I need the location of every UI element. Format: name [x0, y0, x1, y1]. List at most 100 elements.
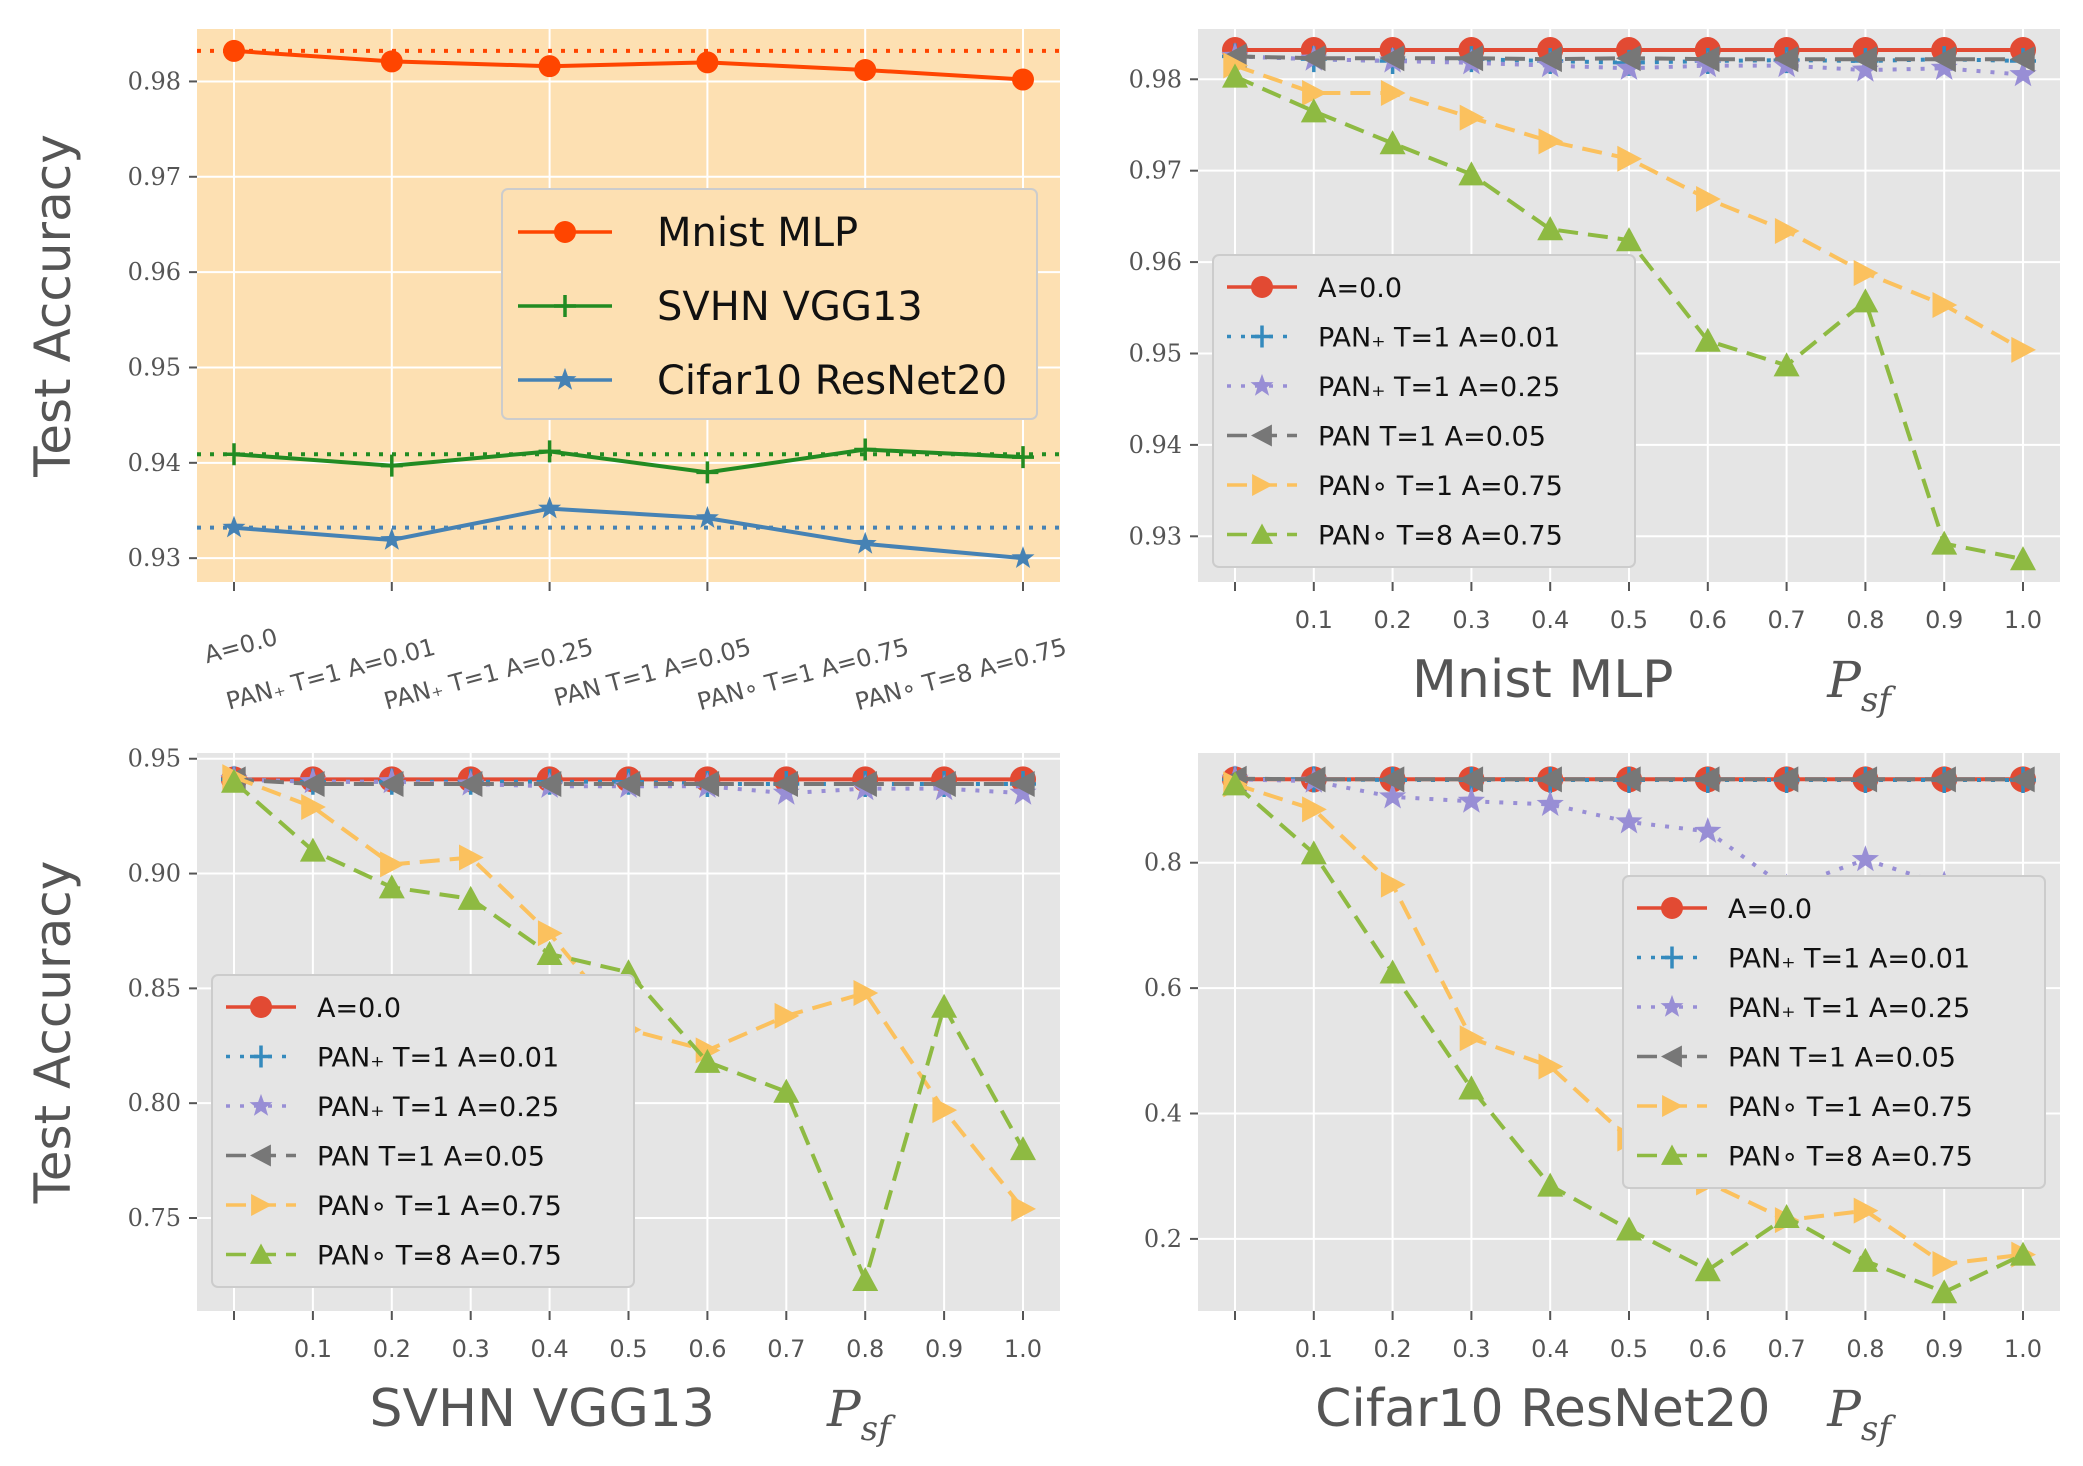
y-tick-label: 0.75: [128, 1204, 181, 1232]
legend-label: PAN∘ T=1 A=0.75: [1318, 471, 1563, 502]
data-point: [1538, 128, 1564, 155]
data-point: [1615, 54, 1643, 80]
data-point: [1774, 218, 1800, 245]
series-line: [232, 780, 1025, 1287]
data-point: [537, 920, 563, 947]
legend-label: PAN∘ T=8 A=0.75: [317, 1241, 562, 1272]
data-point: [696, 51, 719, 74]
chart-panel-bottom-right: 0.2 0.4 0.6 0.8 0.1 0.2 0.3 0.4 0.5 0.6 0.7 0.8 0.9 1…: [1144, 753, 2060, 1449]
data-point: [2010, 546, 2036, 571]
data-point: [1851, 845, 1879, 872]
data-point: [1773, 46, 1799, 73]
x-tick-label: 0.6: [688, 1335, 726, 1363]
data-point: [1222, 63, 1248, 88]
y-tick-label: 0.95: [1129, 339, 1182, 367]
y-tick-label: 0.85: [128, 974, 181, 1002]
data-point: [853, 979, 879, 1006]
data-point: [1458, 1075, 1485, 1100]
data-point: [1852, 46, 1878, 73]
x-tick-label: 0.1: [294, 1335, 332, 1363]
data-point: [301, 793, 326, 820]
series-mnist-mlp: [223, 39, 1034, 91]
data-point: [1300, 766, 1326, 793]
data-point: [1930, 54, 1958, 80]
legend-marker: [1661, 1045, 1682, 1068]
y-tick-label: 0.80: [128, 1089, 181, 1117]
x-tick-label: 0.4: [531, 1335, 569, 1363]
legend-marker: [1251, 325, 1273, 348]
data-point: [2010, 1241, 2036, 1266]
data-point: [457, 771, 483, 797]
data-point: [853, 531, 877, 554]
data-point: [1694, 327, 1721, 352]
data-point: [1380, 79, 1406, 106]
y-tick-label: 0.93: [1129, 522, 1182, 550]
data-point: [223, 39, 245, 62]
data-point: [2010, 46, 2035, 73]
legend-marker: [1661, 946, 1683, 969]
legend-label: PAN∘ T=1 A=0.75: [317, 1191, 562, 1222]
data-point: [380, 851, 405, 878]
data-point: [1009, 778, 1037, 805]
legend-marker: [251, 1194, 272, 1216]
data-point: [1537, 766, 1562, 793]
legend: Mnist MLP SVHN VGG13 Cifar10 ResNet20: [501, 188, 1038, 420]
data-point: [1302, 796, 1327, 823]
data-point: [773, 1078, 800, 1103]
x-tick-label: 0.5: [1610, 606, 1648, 634]
x-axis-symbol-main: P: [1826, 651, 1862, 709]
data-point: [380, 454, 403, 477]
legend-label: A=0.0: [1728, 894, 1812, 925]
legend-label: PAN T=1 A=0.05: [1728, 1043, 1956, 1074]
data-point: [1010, 771, 1035, 797]
data-point: [1616, 766, 1641, 793]
legend-marker: [553, 367, 577, 390]
data-point: [2011, 336, 2036, 363]
data-point: [536, 940, 563, 965]
data-point: [1380, 871, 1406, 898]
x-tick-label: 0.7: [1768, 606, 1806, 634]
x-axis-symbol: Psf: [1826, 651, 1896, 720]
legend-marker: [1250, 373, 1274, 396]
x-tick-label: 0.5: [609, 1335, 647, 1363]
legend-marker: [249, 1093, 273, 1116]
data-point: [380, 527, 404, 550]
data-point: [1300, 45, 1326, 72]
x-axis-label: SVHN VGG13: [369, 1379, 714, 1439]
data-point: [538, 55, 561, 78]
data-point: [1537, 1172, 1564, 1197]
y-tick-label: 0.95: [128, 745, 181, 773]
data-point: [1300, 840, 1327, 865]
data-point: [931, 993, 958, 1018]
series-pan-t-1-a-0-05: [1222, 43, 2035, 73]
data-point: [457, 885, 484, 910]
data-point: [1931, 766, 1956, 793]
y-tick-label: 0.97: [1129, 157, 1182, 185]
data-point: [1458, 45, 1484, 72]
series-pan-t-8-a-0-75: [1222, 771, 2036, 1304]
x-tick-label: 0.3: [1452, 1335, 1490, 1363]
legend-marker: [250, 1144, 271, 1167]
data-point: [1773, 352, 1800, 377]
x-axis-symbol-sub: sf: [861, 1409, 896, 1449]
data-point: [1694, 46, 1720, 73]
x-tick-label: 0.9: [1925, 606, 1963, 634]
legend-marker: [250, 996, 272, 1018]
y-tick-label: 0.4: [1144, 1100, 1182, 1128]
data-point: [1773, 1203, 1800, 1229]
data-point: [1011, 1195, 1036, 1222]
legend-marker: [1251, 276, 1273, 298]
data-point: [1616, 227, 1642, 252]
x-axis-label: Cifar10 ResNet20: [1315, 1379, 1770, 1439]
y-tick-label: 0.96: [1129, 248, 1182, 276]
data-point: [1457, 787, 1485, 813]
data-point: [774, 1002, 800, 1029]
data-point: [1379, 959, 1406, 984]
series-pan-t-8-a-0-75: [1222, 63, 2036, 571]
data-point: [223, 443, 245, 466]
legend-label: PAN∘ T=1 A=0.75: [1728, 1092, 1973, 1123]
data-point: [1615, 807, 1643, 834]
legend-label: A=0.0: [1318, 273, 1402, 304]
chart-panel-top-right: 0.93 0.94 0.95 0.96 0.97 0.98 0.1 0.2 0.3 0.4 0.5 0…: [1129, 29, 2060, 720]
